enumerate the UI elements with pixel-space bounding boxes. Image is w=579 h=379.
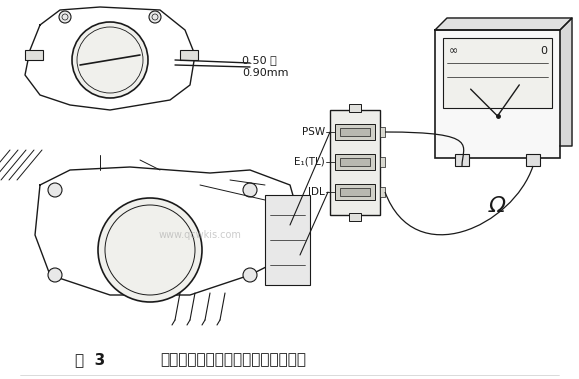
Bar — [349, 213, 361, 221]
Text: 图  3: 图 3 — [75, 352, 105, 368]
Bar — [526, 154, 540, 166]
Circle shape — [243, 183, 257, 197]
Circle shape — [243, 268, 257, 282]
Bar — [443, 38, 552, 108]
Text: 节气门位置传感器端子间导通性检查: 节气门位置传感器端子间导通性检查 — [160, 352, 306, 368]
Bar — [265, 195, 310, 285]
Bar — [335, 124, 375, 140]
Bar — [349, 104, 361, 112]
Circle shape — [149, 11, 161, 23]
Bar — [380, 127, 385, 137]
Bar — [340, 158, 370, 166]
Circle shape — [48, 268, 62, 282]
Text: ∞: ∞ — [449, 46, 458, 56]
Text: 0: 0 — [540, 46, 547, 56]
Bar — [335, 184, 375, 200]
Bar — [330, 110, 380, 215]
Polygon shape — [560, 18, 572, 146]
Text: IDL: IDL — [308, 187, 325, 197]
Text: 0.50 或: 0.50 或 — [242, 55, 277, 65]
Text: E₁(TL): E₁(TL) — [294, 157, 325, 167]
Bar — [455, 154, 469, 166]
Bar — [380, 187, 385, 197]
Text: PSW: PSW — [302, 127, 325, 137]
Polygon shape — [435, 18, 572, 30]
Bar — [380, 157, 385, 167]
Circle shape — [59, 11, 71, 23]
Bar — [335, 154, 375, 170]
Circle shape — [72, 22, 148, 98]
Text: 0.90mm: 0.90mm — [242, 68, 288, 78]
Circle shape — [48, 183, 62, 197]
Text: www.qcwkis.com: www.qcwkis.com — [159, 230, 241, 240]
Bar — [25, 50, 43, 60]
Bar — [340, 128, 370, 136]
Circle shape — [98, 198, 202, 302]
Bar — [435, 30, 560, 158]
Bar — [180, 50, 198, 60]
Bar — [340, 188, 370, 196]
Text: Ω: Ω — [489, 196, 506, 216]
